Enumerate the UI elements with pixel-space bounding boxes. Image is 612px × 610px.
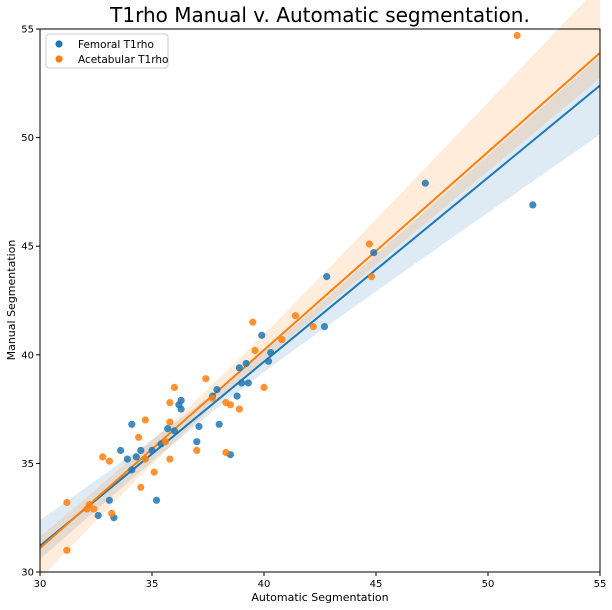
- legend-label-acetabular: Acetabular T1rho: [78, 54, 168, 66]
- acetabular-point: [278, 336, 286, 344]
- acetabular-point: [63, 546, 71, 554]
- acetabular-point: [291, 312, 299, 320]
- femoral-point: [529, 201, 537, 209]
- acetabular-point: [85, 501, 93, 509]
- acetabular-point: [141, 455, 149, 463]
- femoral-point: [148, 446, 156, 454]
- femoral-point: [132, 453, 140, 461]
- femoral-point: [195, 422, 203, 431]
- y-tick-label: 35: [21, 459, 34, 470]
- acetabular-point: [222, 448, 230, 457]
- femoral-point: [177, 396, 185, 404]
- legend-marker-acetabular: [55, 55, 63, 63]
- femoral-point: [267, 349, 275, 357]
- legend: Femoral T1rho Acetabular T1rho: [45, 33, 169, 69]
- acetabular-point: [235, 405, 243, 413]
- femoral-point: [193, 438, 201, 446]
- acetabular-point: [365, 240, 373, 248]
- femoral-point: [105, 496, 113, 504]
- acetabular-point: [249, 318, 257, 326]
- acetabular-point: [63, 498, 71, 507]
- x-tick-label: 50: [482, 579, 495, 590]
- femoral-point: [370, 249, 378, 257]
- acetabular-point: [260, 383, 268, 391]
- femoral-point: [244, 379, 252, 387]
- x-axis-label: Automatic Segmentation: [251, 591, 388, 604]
- femoral-point: [170, 427, 178, 435]
- plot-frame: [39, 28, 601, 573]
- femoral-point: [235, 364, 243, 372]
- acetabular-point: [99, 453, 107, 461]
- acetabular-point: [251, 346, 259, 355]
- x-tick-label: 55: [594, 579, 607, 590]
- femoral-point: [128, 466, 136, 474]
- acetabular-point: [166, 418, 174, 426]
- acetabular-point: [226, 401, 234, 409]
- acetabular-regression-line: [39, 52, 601, 549]
- acetabular-point: [193, 446, 201, 454]
- x-tick-label: 45: [370, 579, 383, 590]
- femoral-point: [152, 496, 161, 504]
- femoral-point: [137, 446, 145, 454]
- y-tick-label: 30: [21, 568, 34, 579]
- femoral-point: [123, 455, 131, 463]
- chart-title: T1rho Manual v. Automatic segmentation.: [109, 3, 530, 27]
- acetabular-point: [513, 31, 521, 40]
- acetabular-point: [170, 383, 178, 391]
- y-tick-label: 55: [21, 25, 34, 36]
- acetabular-point: [137, 483, 145, 491]
- acetabular-point: [135, 433, 143, 441]
- femoral-point: [117, 446, 125, 454]
- femoral-confidence-band: [40, 55, 600, 560]
- femoral-regression-line: [39, 84, 601, 547]
- femoral-point: [164, 425, 172, 433]
- femoral-point: [233, 392, 241, 400]
- x-tick-label: 35: [146, 579, 159, 590]
- acetabular-point: [208, 394, 217, 402]
- femoral-point: [323, 273, 331, 281]
- femoral-point: [264, 357, 273, 365]
- acetabular-point: [161, 438, 169, 446]
- femoral-point: [320, 323, 329, 331]
- femoral-point: [242, 359, 250, 368]
- acetabular-point: [166, 399, 174, 407]
- x-tick-label: 30: [34, 579, 47, 590]
- data-points: [63, 31, 537, 554]
- acetabular-point: [90, 505, 98, 513]
- y-tick-label: 50: [21, 133, 34, 144]
- acetabular-point: [202, 375, 210, 383]
- femoral-point: [128, 420, 136, 428]
- femoral-point: [213, 386, 221, 394]
- acetabular-point: [367, 273, 376, 281]
- y-axis-label: Manual Segmentation: [5, 240, 18, 361]
- acetabular-point: [166, 455, 174, 463]
- femoral-point: [94, 511, 102, 520]
- acetabular-point: [150, 468, 158, 476]
- y-tick-label: 45: [21, 242, 34, 253]
- x-tick-label: 40: [258, 579, 271, 590]
- legend-label-femoral: Femoral T1rho: [78, 39, 154, 51]
- acetabular-point: [141, 416, 149, 424]
- femoral-point: [215, 420, 223, 428]
- femoral-point: [238, 379, 246, 387]
- acetabular-point: [108, 509, 116, 517]
- femoral-point: [421, 179, 429, 187]
- regression-lines: [39, 52, 601, 549]
- y-tick-label: 40: [21, 350, 34, 361]
- acetabular-point: [309, 323, 317, 331]
- axis-ticks: 30 35 40 45 50 55 30 35 40 45 50 55: [21, 25, 606, 591]
- acetabular-point: [105, 457, 113, 465]
- femoral-point: [258, 331, 266, 339]
- legend-marker-femoral: [55, 40, 63, 48]
- legend-box: [45, 33, 169, 69]
- confidence-bands: [40, 0, 600, 579]
- femoral-point: [177, 405, 185, 413]
- acetabular-confidence-band: [40, 0, 600, 579]
